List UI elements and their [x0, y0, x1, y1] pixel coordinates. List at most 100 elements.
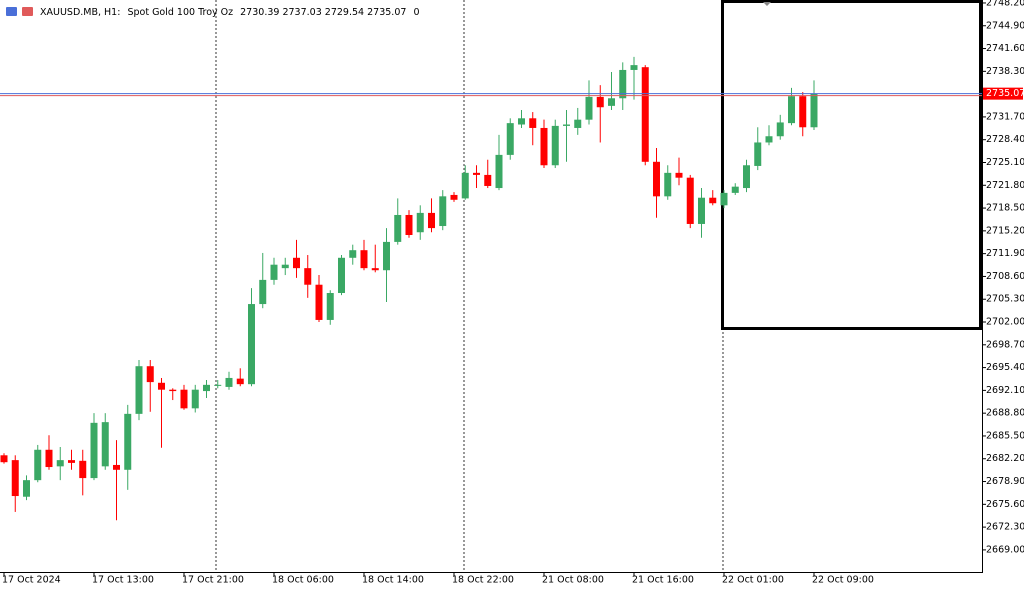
symbol: XAUUSD.MB, H1:	[40, 7, 120, 18]
candle-body	[563, 124, 570, 126]
candle-body	[248, 304, 255, 385]
candle-body	[203, 384, 210, 392]
y-tick-label: 2738.30	[986, 66, 1024, 77]
candle-body	[765, 136, 773, 143]
description: Spot Gold 100 Troy Oz	[127, 7, 233, 18]
candle-body	[428, 212, 435, 229]
candle-body	[405, 214, 413, 236]
x-tick-label: 17 Oct 2024	[2, 575, 61, 586]
y-tick-label: 2692.10	[986, 385, 1024, 396]
candle-body	[709, 197, 717, 204]
candle-body	[518, 118, 525, 125]
y-tick-label: 2688.80	[986, 408, 1024, 419]
candle-body	[214, 384, 222, 386]
candle-body	[484, 174, 492, 186]
candle-body	[698, 197, 705, 224]
candle-body	[473, 172, 480, 175]
candle-body	[158, 382, 165, 390]
candle-body	[225, 377, 233, 387]
price-label: 2735.07	[986, 88, 1024, 99]
candle-body	[56, 460, 64, 467]
header-text: XAUUSD.MB, H1: Spot Gold 100 Troy Oz 273…	[40, 7, 420, 18]
y-tick-label: 2711.90	[986, 248, 1024, 259]
y-tick-label: 2715.20	[986, 225, 1024, 236]
low: 2729.54	[325, 7, 364, 18]
candle-body	[371, 268, 379, 271]
y-tick-label: 2698.70	[986, 339, 1024, 350]
candle-body	[349, 250, 357, 258]
y-tick-label: 2741.60	[986, 43, 1024, 54]
y-tick-label: 2708.60	[986, 271, 1024, 282]
candle-body	[124, 413, 132, 470]
y-tick-label: 2731.70	[986, 111, 1024, 122]
candle-body	[439, 196, 447, 227]
candle-body	[675, 172, 683, 178]
y-tick-label: 2702.00	[986, 317, 1024, 328]
candle-body	[304, 268, 312, 285]
y-tick-label: 2695.40	[986, 362, 1024, 373]
candle-body	[529, 118, 537, 128]
candle-body	[0, 455, 8, 463]
candle-body	[338, 257, 345, 294]
candle-body	[619, 69, 627, 99]
marker	[763, 2, 771, 6]
candle-body	[461, 172, 469, 199]
x-tick-label: 21 Oct 08:00	[542, 575, 604, 586]
candle-body	[641, 67, 649, 162]
x-tick-label: 18 Oct 14:00	[362, 575, 424, 586]
candle-body	[293, 257, 300, 269]
candle-body	[315, 284, 323, 320]
candle-body	[270, 264, 278, 280]
candle-body	[281, 264, 289, 269]
y-tick-label: 2669.00	[986, 544, 1024, 555]
icon	[6, 7, 17, 16]
y-tick-label: 2672.30	[986, 522, 1024, 533]
candle-body	[495, 154, 503, 189]
y-tick-label: 2685.50	[986, 430, 1024, 441]
y-tick-label: 2675.60	[986, 499, 1024, 510]
candle-body	[79, 460, 87, 479]
candle-body	[754, 142, 762, 166]
close: 2735.07	[367, 7, 406, 18]
candle-body	[416, 212, 424, 233]
highlight-box	[721, 0, 982, 330]
x-tick-label: 22 Oct 09:00	[812, 575, 874, 586]
candle-body	[90, 422, 98, 479]
candle-body	[169, 389, 177, 392]
candle-body	[135, 366, 143, 414]
candle-body	[653, 161, 660, 197]
tick-volume: 0	[413, 7, 419, 18]
candle-body	[776, 122, 784, 137]
candle-body	[45, 449, 53, 468]
candle-body	[146, 366, 154, 383]
candle-body	[394, 214, 402, 242]
x-tick-label: 18 Oct 06:00	[272, 575, 334, 586]
candle-body	[720, 192, 728, 206]
candle-body	[259, 279, 267, 305]
candle-body	[68, 460, 75, 463]
candle-body	[180, 389, 188, 409]
candle-body	[686, 177, 694, 224]
candle-body	[596, 96, 604, 108]
candle-body	[788, 96, 795, 124]
y-tick-label: 2682.20	[986, 453, 1024, 464]
y-tick-label: 2728.40	[986, 134, 1024, 145]
candle-body	[326, 293, 334, 320]
candle-body	[101, 422, 109, 467]
candle-body	[608, 98, 615, 106]
high: 2737.03	[282, 7, 321, 18]
y-tick-label: 2718.50	[986, 203, 1024, 214]
icon	[22, 7, 33, 16]
candle-body	[450, 194, 458, 200]
candle-body	[34, 449, 42, 481]
candle-body	[236, 378, 244, 385]
candle-body	[23, 480, 30, 497]
candle-body	[506, 123, 514, 155]
price-label-bg	[983, 87, 1023, 100]
candle-body	[191, 389, 199, 409]
y-tick-label: 2678.90	[986, 476, 1024, 487]
y-tick-label: 2705.30	[986, 294, 1024, 305]
x-tick-label: 17 Oct 21:00	[182, 575, 244, 586]
candle-body	[113, 464, 120, 470]
